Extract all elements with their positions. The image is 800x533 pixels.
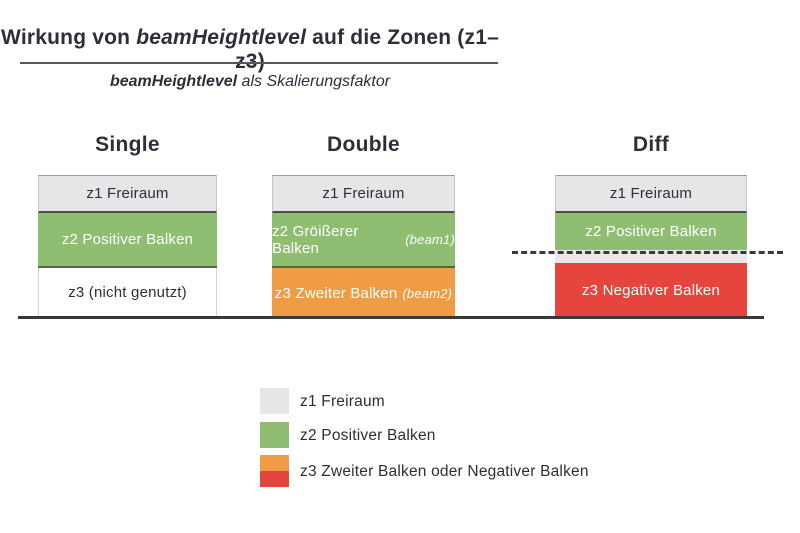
legend-label-z1: z1 Freiraum [300, 393, 385, 410]
column-header-diff: Diff [632, 133, 670, 156]
legend-swatch-z1 [260, 388, 289, 414]
legend-swatch-z2 [260, 422, 289, 448]
title-divider [20, 62, 498, 64]
double-z3-label: z3 Zweiter Balken [274, 284, 398, 302]
title-prefix: Wirkung von [1, 26, 137, 49]
legend-label-z3: z3 Zweiter Balken oder Negativer Balken [300, 463, 589, 480]
single-z3-label: z3 (nicht genutzt) [68, 284, 187, 301]
title-suffix: auf die Zonen (z1–z3) [235, 26, 499, 73]
single-z3-zone: z3 (nicht genutzt) [38, 268, 217, 318]
page-subtitle: beamHeightlevel als Skalierungsfaktor [0, 73, 500, 91]
double-z3-note: (beam2) [402, 285, 453, 301]
double-z1-zone: z1 Freiraum [272, 175, 455, 213]
diff-z1-label: z1 Freiraum [609, 185, 693, 202]
title-keyword: beamHeightlevel [136, 26, 307, 49]
subtitle-keyword: beamHeightlevel [109, 73, 238, 90]
subtitle-rest: als Skalierungsfaktor [237, 73, 391, 90]
single-z2-zone: z2 Positiver Balken [38, 213, 217, 268]
double-z3-zone: z3 Zweiter Balken (beam2) [272, 268, 455, 318]
single-z1-zone: z1 Freiraum [38, 175, 217, 213]
single-z1-label: z1 Freiraum [86, 185, 169, 202]
diff-z2-zone: z2 Positiver Balken [555, 213, 747, 250]
page-title: Wirkung von beamHeightlevel auf die Zone… [0, 26, 500, 74]
diff-z3-label: z3 Negativer Balken [581, 282, 721, 299]
zero-line-dashed [512, 251, 783, 254]
legend-swatch-z3-orange-half [260, 455, 289, 471]
column-header-double: Double [327, 133, 400, 156]
double-z2-note: (beam1) [405, 232, 455, 247]
legend-swatch-z3 [260, 455, 289, 487]
diff-z1-zone: z1 Freiraum [555, 175, 747, 213]
baseline [18, 316, 764, 319]
single-z2-label: z2 Positiver Balken [61, 231, 194, 248]
legend-label-z2: z2 Positiver Balken [300, 427, 436, 444]
legend-swatch-z3-red-half [260, 471, 289, 487]
double-z1-label: z1 Freiraum [322, 185, 405, 202]
column-header-single: Single [95, 133, 160, 156]
double-z2-label: z2 Gröißerer Balken [272, 222, 359, 257]
diff-z2-label: z2 Positiver Balken [585, 223, 717, 240]
diff-z3-zone: z3 Negativer Balken [555, 263, 747, 318]
double-z2-zone: z2 Gröißerer Balken (beam1) [272, 213, 455, 268]
